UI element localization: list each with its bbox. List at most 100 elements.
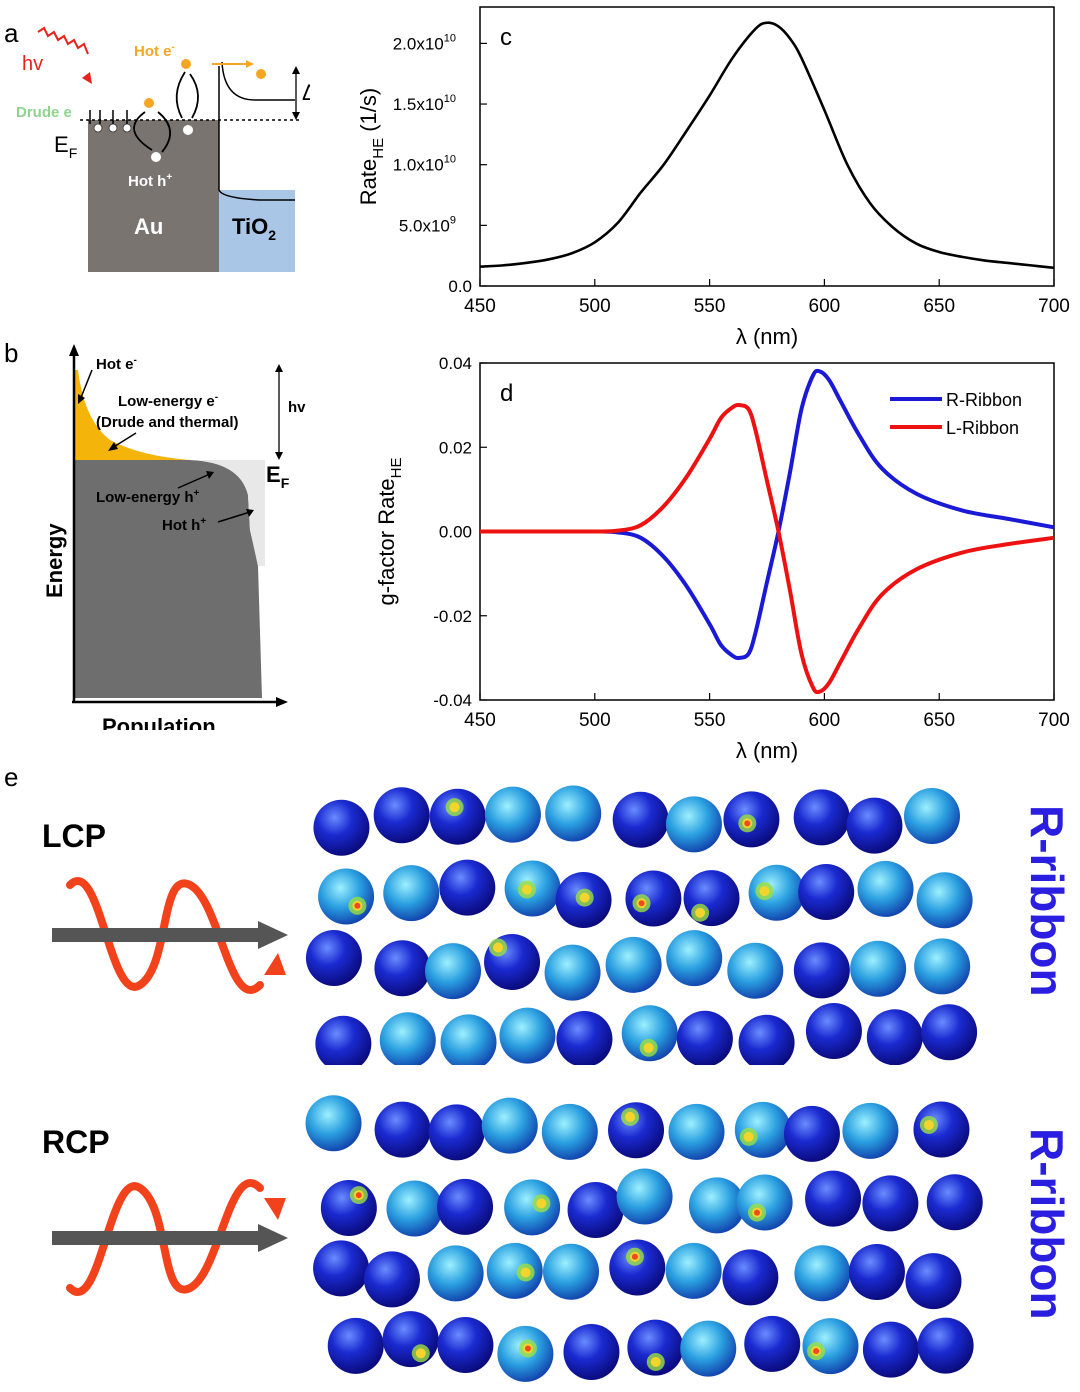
nanoparticle-sphere [866,1009,923,1065]
x-tick-label: 700 [1038,296,1070,317]
x-tick-label: 450 [464,710,496,731]
nanoparticle-sphere [848,1243,905,1300]
ribbon-label-bottom: R-ribbon [1021,1128,1073,1320]
nanoparticle-sphere [738,1014,795,1065]
nanoparticle-sphere [680,1320,737,1377]
rcp-label: RCP [42,1124,110,1160]
x-tick-label: 500 [579,710,611,731]
y-tick-label: 2.0x1010 [393,32,456,53]
ef-label: EF [266,462,290,491]
nanoparticle-sphere [545,785,602,842]
y-axis-label: RateHE (1/s) [356,88,387,205]
y-tick-label: 0.0 [448,277,472,296]
drude-label: Drude e [16,104,72,121]
nanoparticle-sphere [722,1249,779,1306]
energy-axis-label: Energy [42,523,67,598]
field-hotspot [354,902,361,909]
nanoparticle-sphere [744,1315,801,1372]
excitation-arrow [175,71,186,119]
field-hotspot [355,1192,362,1199]
nanoparticle-sphere [625,870,682,927]
nanoparticle-sphere [926,1174,983,1231]
delta-eb-label: ΔEb [302,80,310,109]
nanoparticle-sphere [481,1097,538,1154]
nanoparticle-sphere [315,1015,372,1065]
nanoparticle-sphere [913,1101,970,1158]
x-axis-label: λ (nm) [736,324,798,349]
rcp-wave-icon [52,1179,288,1296]
population-axis-label: Population [102,714,216,730]
nanoparticle-sphere [798,864,855,921]
y-tick-label: 0.02 [439,438,472,457]
nanoparticle-sphere [665,796,722,853]
nanoparticle-sphere [850,940,907,997]
nanoparticle-sphere [783,1105,840,1162]
hot-hole-dot [183,125,193,135]
nanoparticle-sphere [793,942,850,999]
field-hotspot [520,1267,531,1278]
field-hotspot [579,892,590,903]
nanoparticle-sphere [668,1103,725,1160]
field-hotspot [524,1345,531,1352]
x-tick-label: 700 [1038,710,1070,731]
hot-e-label: Hot e- [96,355,137,373]
y-tick-label: 1.0x1010 [393,154,456,175]
nanoparticle-sphere [666,930,723,987]
lcp-wave-icon [52,877,288,994]
panel-d-gfactor-chart: 450 500 550 600 650 700 -0.04 -0.02 0.00 0.02 0.04… [374,354,1070,763]
nanoparticle-sphere [609,1239,666,1296]
nanoparticle-sphere [903,787,960,844]
nanoparticle-sphere [374,940,431,997]
x-tick-label: 650 [923,710,955,731]
x-tick-label: 600 [809,710,841,731]
nanoparticle-sphere [605,936,662,993]
field-hotspot [744,820,751,827]
field-hotspot [521,884,532,895]
low-energy-e-label: Low-energy e- [118,392,218,410]
field-hotspot [643,1042,654,1053]
y-tick-label: 0.00 [439,523,472,542]
hot-hole-dot [151,152,161,162]
nanoparticle-sphere [327,1317,384,1374]
panel-label-e: e [4,762,19,792]
au-label: Au [134,214,163,239]
nanoparticle-sphere [612,791,669,848]
y-tick-label: 5.0x109 [399,214,456,235]
series-line-rate [479,21,1055,270]
nanoparticle-sphere [805,1170,862,1227]
nanoparticle-sphere [627,1319,684,1376]
top-ribbon-field-map [305,785,978,1065]
nanoparticle-sphere [386,1180,443,1237]
schottky-barrier [221,61,295,101]
nanoparticle-sphere [905,1253,962,1310]
nanoparticle-sphere [313,799,370,856]
hv-label: hv [288,399,306,416]
drude-electrons [93,123,132,133]
nanoparticle-sphere [857,860,914,917]
hot-electron-dot [256,69,266,79]
au-block [88,120,219,272]
nanoparticle-sphere [305,929,362,986]
panel-label-c: c [500,24,512,51]
nanoparticle-sphere [428,1104,485,1161]
nanoparticle-sphere [379,1012,436,1065]
nanoparticle-sphere [842,1102,899,1159]
nanoparticle-sphere [305,1095,362,1152]
field-hotspot [743,1131,754,1142]
x-axis-label: λ (nm) [736,738,798,763]
nanoparticle-sphere [563,1323,620,1380]
nanoparticle-sphere [917,1317,974,1374]
nanoparticle-sphere [621,1005,678,1062]
nanoparticle-sphere [805,1003,862,1060]
y-tick-label: 0.04 [439,354,472,373]
occupied-states [74,460,262,698]
nanoparticle-sphere [914,938,971,995]
series-line-r-ribbon [480,368,1055,660]
hot-h-label: Hot h+ [162,516,206,534]
nanoparticle-sphere [484,786,541,843]
nanoparticle-sphere [425,943,482,1000]
nanoparticle-sphere [567,1181,624,1238]
nanoparticle-sphere [676,1010,733,1065]
nanoparticle-sphere [794,1245,851,1302]
tio2-block [219,190,295,272]
